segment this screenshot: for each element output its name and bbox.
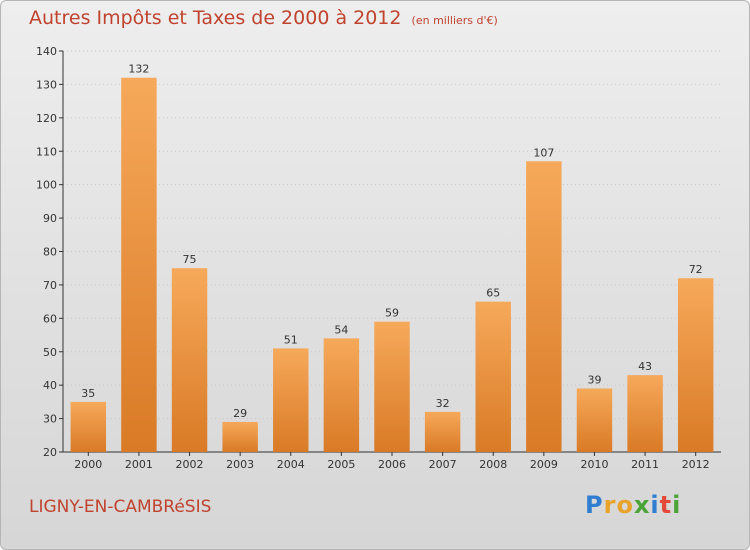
y-tick-label: 20 [43, 446, 57, 459]
chart-subtitle: (en milliers d'€) [411, 14, 498, 27]
logo-letter: i [650, 491, 660, 519]
y-tick-label: 70 [43, 279, 57, 292]
data-label: 43 [638, 360, 652, 373]
logo-letter: i [672, 491, 682, 519]
bar [627, 375, 663, 452]
bar [475, 301, 511, 452]
bar [171, 268, 208, 452]
logo-letter: r [603, 491, 617, 519]
data-label: 54 [334, 323, 348, 336]
data-label: 65 [486, 287, 500, 300]
proxiti-logo: Proxiti [585, 491, 681, 519]
x-tick-label: 2001 [125, 458, 153, 471]
bar [677, 278, 714, 452]
data-label: 132 [128, 63, 149, 76]
data-label: 51 [284, 333, 298, 346]
logo-letter: t [659, 491, 673, 519]
x-tick-label: 2002 [176, 458, 204, 471]
data-label: 72 [689, 263, 703, 276]
chart-title: Autres Impôts et Taxes de 2000 à 2012 (e… [29, 7, 498, 29]
x-tick-label: 2012 [682, 458, 710, 471]
x-tick-label: 2007 [429, 458, 457, 471]
data-label: 35 [81, 387, 95, 400]
y-tick-label: 60 [43, 312, 57, 325]
y-tick-label: 30 [43, 413, 57, 426]
bar [121, 77, 157, 452]
x-tick-label: 2004 [277, 458, 305, 471]
x-tick-label: 2011 [631, 458, 659, 471]
y-tick-label: 80 [43, 246, 57, 259]
bar [526, 161, 562, 452]
x-tick-label: 2010 [580, 458, 608, 471]
y-tick-label: 90 [43, 212, 57, 225]
x-tick-label: 2009 [530, 458, 558, 471]
bar [70, 401, 107, 452]
data-label: 75 [183, 253, 197, 266]
logo-letter: o [616, 491, 634, 519]
y-tick-label: 40 [43, 379, 57, 392]
bar [424, 411, 461, 452]
x-tick-label: 2000 [74, 458, 102, 471]
bar [222, 421, 258, 452]
chart-title-text: Autres Impôts et Taxes de 2000 à 2012 [29, 7, 402, 29]
bar [374, 321, 410, 452]
x-tick-label: 2005 [327, 458, 355, 471]
y-tick-label: 120 [36, 112, 57, 125]
data-label: 32 [436, 397, 450, 410]
x-tick-label: 2006 [378, 458, 406, 471]
data-label: 59 [385, 307, 399, 320]
x-tick-label: 2008 [479, 458, 507, 471]
bar [323, 338, 360, 452]
y-tick-label: 110 [36, 145, 57, 158]
logo-letter: x [633, 491, 651, 519]
y-tick-label: 140 [36, 45, 57, 58]
bar [273, 348, 309, 452]
logo-letter: P [585, 491, 604, 519]
data-label: 107 [533, 146, 554, 159]
x-tick-label: 2003 [226, 458, 254, 471]
commune-name: LIGNY-EN-CAMBRéSIS [29, 497, 212, 517]
y-tick-label: 100 [36, 179, 57, 192]
y-tick-label: 50 [43, 346, 57, 359]
data-label: 39 [587, 374, 601, 387]
bar [576, 388, 613, 452]
data-label: 29 [233, 407, 247, 420]
y-tick-label: 130 [36, 78, 57, 91]
